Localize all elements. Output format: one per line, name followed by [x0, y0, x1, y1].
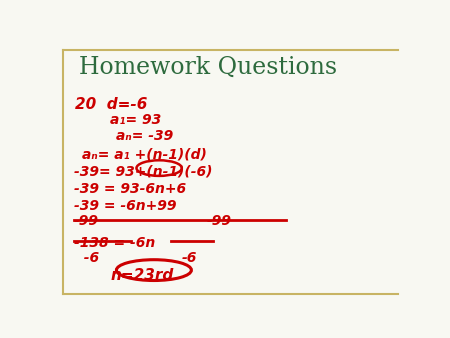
- Text: -6: -6: [74, 251, 99, 265]
- Text: -99: -99: [74, 214, 99, 228]
- Text: aₙ= a₁ +(n-1)(d): aₙ= a₁ +(n-1)(d): [82, 147, 207, 161]
- Text: a₁= 93: a₁= 93: [110, 114, 162, 127]
- Text: -39 = 93-6n+6: -39 = 93-6n+6: [74, 182, 186, 196]
- Text: -39= 93+(n-1)(-6): -39= 93+(n-1)(-6): [74, 165, 212, 179]
- Text: n=23rd: n=23rd: [110, 268, 174, 283]
- Text: -138 = -6n: -138 = -6n: [74, 236, 155, 250]
- Text: -39 = -6n+99: -39 = -6n+99: [74, 198, 176, 213]
- Text: 20  d=-6: 20 d=-6: [76, 97, 148, 112]
- Text: aₙ= -39: aₙ= -39: [116, 129, 173, 143]
- Text: -6: -6: [182, 251, 197, 265]
- Text: Homework Questions: Homework Questions: [79, 56, 337, 79]
- Text: -99: -99: [206, 214, 231, 228]
